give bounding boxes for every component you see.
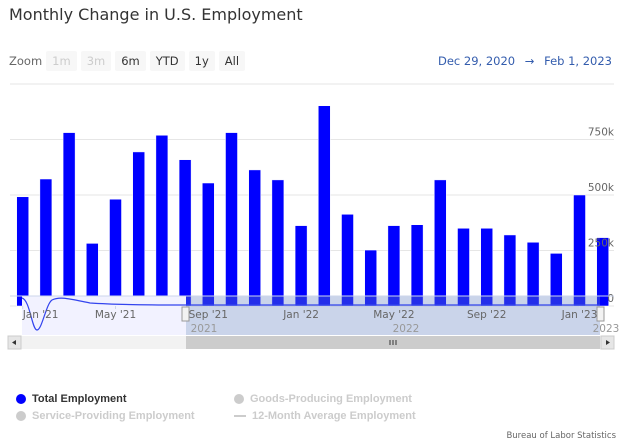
bar-jan-2023[interactable] bbox=[573, 194, 586, 307]
range-selector: Zoom 1m 3m 6m YTD 1y All bbox=[9, 51, 246, 71]
legend-label: Service-Providing Employment bbox=[32, 410, 195, 422]
x-tick-label: Sep '22 bbox=[467, 309, 506, 321]
bar-feb-2023[interactable] bbox=[596, 237, 609, 307]
legend-label: Goods-Producing Employment bbox=[250, 393, 412, 405]
zoom-1y-button[interactable]: 1y bbox=[188, 51, 215, 71]
circle-icon bbox=[16, 411, 26, 421]
y-tick-label: 750k bbox=[588, 127, 615, 139]
bar-jul-2021[interactable] bbox=[155, 135, 169, 307]
range-from-input[interactable]: Dec 29, 2020 bbox=[438, 54, 516, 68]
bar-jun-2022[interactable] bbox=[410, 224, 424, 307]
chart-area: 0 250k 500k 750k Jan '21 May '21 Sep '21 Jan '… bbox=[7, 83, 620, 350]
bar-mar-2022[interactable] bbox=[341, 214, 354, 307]
x-tick-label: Sep '21 bbox=[189, 309, 228, 321]
circle-icon bbox=[16, 394, 26, 404]
arrow-right-icon bbox=[606, 340, 610, 345]
bar-sep-2021[interactable] bbox=[202, 182, 215, 307]
bar-jul-2022[interactable] bbox=[434, 179, 447, 307]
range-to-input[interactable]: Feb 1, 2023 bbox=[544, 54, 612, 68]
bar-jan-2022[interactable] bbox=[294, 225, 308, 307]
bar-dec-2021[interactable] bbox=[271, 179, 285, 307]
grip-icon bbox=[389, 340, 397, 345]
bar-oct-2021[interactable] bbox=[225, 132, 238, 307]
y-tick-label: 0 bbox=[607, 293, 614, 305]
bar-feb-2022[interactable] bbox=[318, 105, 331, 307]
bar-dec-2022[interactable] bbox=[550, 253, 563, 307]
circle-icon bbox=[234, 394, 244, 404]
zoom-6m-button[interactable]: 6m bbox=[115, 51, 146, 71]
bar-apr-2022[interactable] bbox=[364, 249, 377, 307]
chart-title: Monthly Change in U.S. Employment bbox=[9, 5, 303, 24]
bar-sep-2022[interactable] bbox=[480, 228, 493, 307]
y-tick-label: 500k bbox=[588, 182, 615, 194]
legend-label: 12-Month Average Employment bbox=[252, 410, 416, 422]
y-tick-label: 250k bbox=[588, 238, 615, 250]
credits[interactable]: Bureau of Labor Statistics bbox=[506, 431, 616, 441]
zoom-all-button[interactable]: All bbox=[218, 51, 246, 71]
x-tick-label: Jan '23 bbox=[561, 309, 598, 321]
legend-item-12-month-average[interactable]: 12-Month Average Employment bbox=[234, 410, 416, 422]
x-tick-label: Jan '21 bbox=[22, 309, 59, 321]
arrow-right-icon: → bbox=[524, 54, 535, 68]
navigator-label: 2022 bbox=[393, 323, 420, 335]
legend-label: Total Employment bbox=[32, 393, 127, 405]
zoom-ytd-button[interactable]: YTD bbox=[149, 51, 185, 71]
navigator-left-handle[interactable] bbox=[181, 306, 190, 322]
bar-jan-2021[interactable] bbox=[16, 196, 29, 307]
legend-item-service-providing[interactable]: Service-Providing Employment bbox=[16, 410, 195, 422]
bar-mar-2021[interactable] bbox=[62, 132, 76, 307]
legend-item-total-employment[interactable]: Total Employment bbox=[16, 393, 127, 405]
line-icon bbox=[234, 415, 246, 417]
navigator-selected-range[interactable] bbox=[186, 296, 600, 335]
zoom-label: Zoom bbox=[9, 54, 43, 68]
zoom-1m-button[interactable]: 1m bbox=[46, 51, 77, 71]
bar-feb-2021[interactable] bbox=[39, 178, 53, 307]
bar-may-2021[interactable] bbox=[109, 198, 122, 307]
navigator-series-line bbox=[21, 297, 600, 331]
zoom-3m-button[interactable]: 3m bbox=[80, 51, 112, 71]
legend-item-goods-producing[interactable]: Goods-Producing Employment bbox=[234, 393, 412, 405]
navigator-label: 2021 bbox=[191, 323, 218, 335]
bar-aug-2021[interactable] bbox=[178, 159, 192, 307]
x-tick-label: May '22 bbox=[373, 309, 414, 321]
bar-nov-2021[interactable] bbox=[248, 169, 261, 307]
bar-nov-2022[interactable] bbox=[526, 242, 540, 307]
bar-oct-2022[interactable] bbox=[503, 234, 517, 307]
x-tick-label: May '21 bbox=[95, 309, 136, 321]
navigator-label: 2023 bbox=[593, 323, 620, 335]
date-range: Dec 29, 2020 → Feb 1, 2023 bbox=[438, 54, 612, 68]
x-tick-label: Jan '22 bbox=[282, 309, 319, 321]
navigator-right-handle[interactable] bbox=[596, 306, 605, 322]
bar-jun-2021[interactable] bbox=[132, 151, 145, 307]
bar-may-2022[interactable] bbox=[387, 225, 401, 307]
arrow-left-icon bbox=[12, 340, 16, 345]
bar-aug-2022[interactable] bbox=[457, 228, 470, 307]
